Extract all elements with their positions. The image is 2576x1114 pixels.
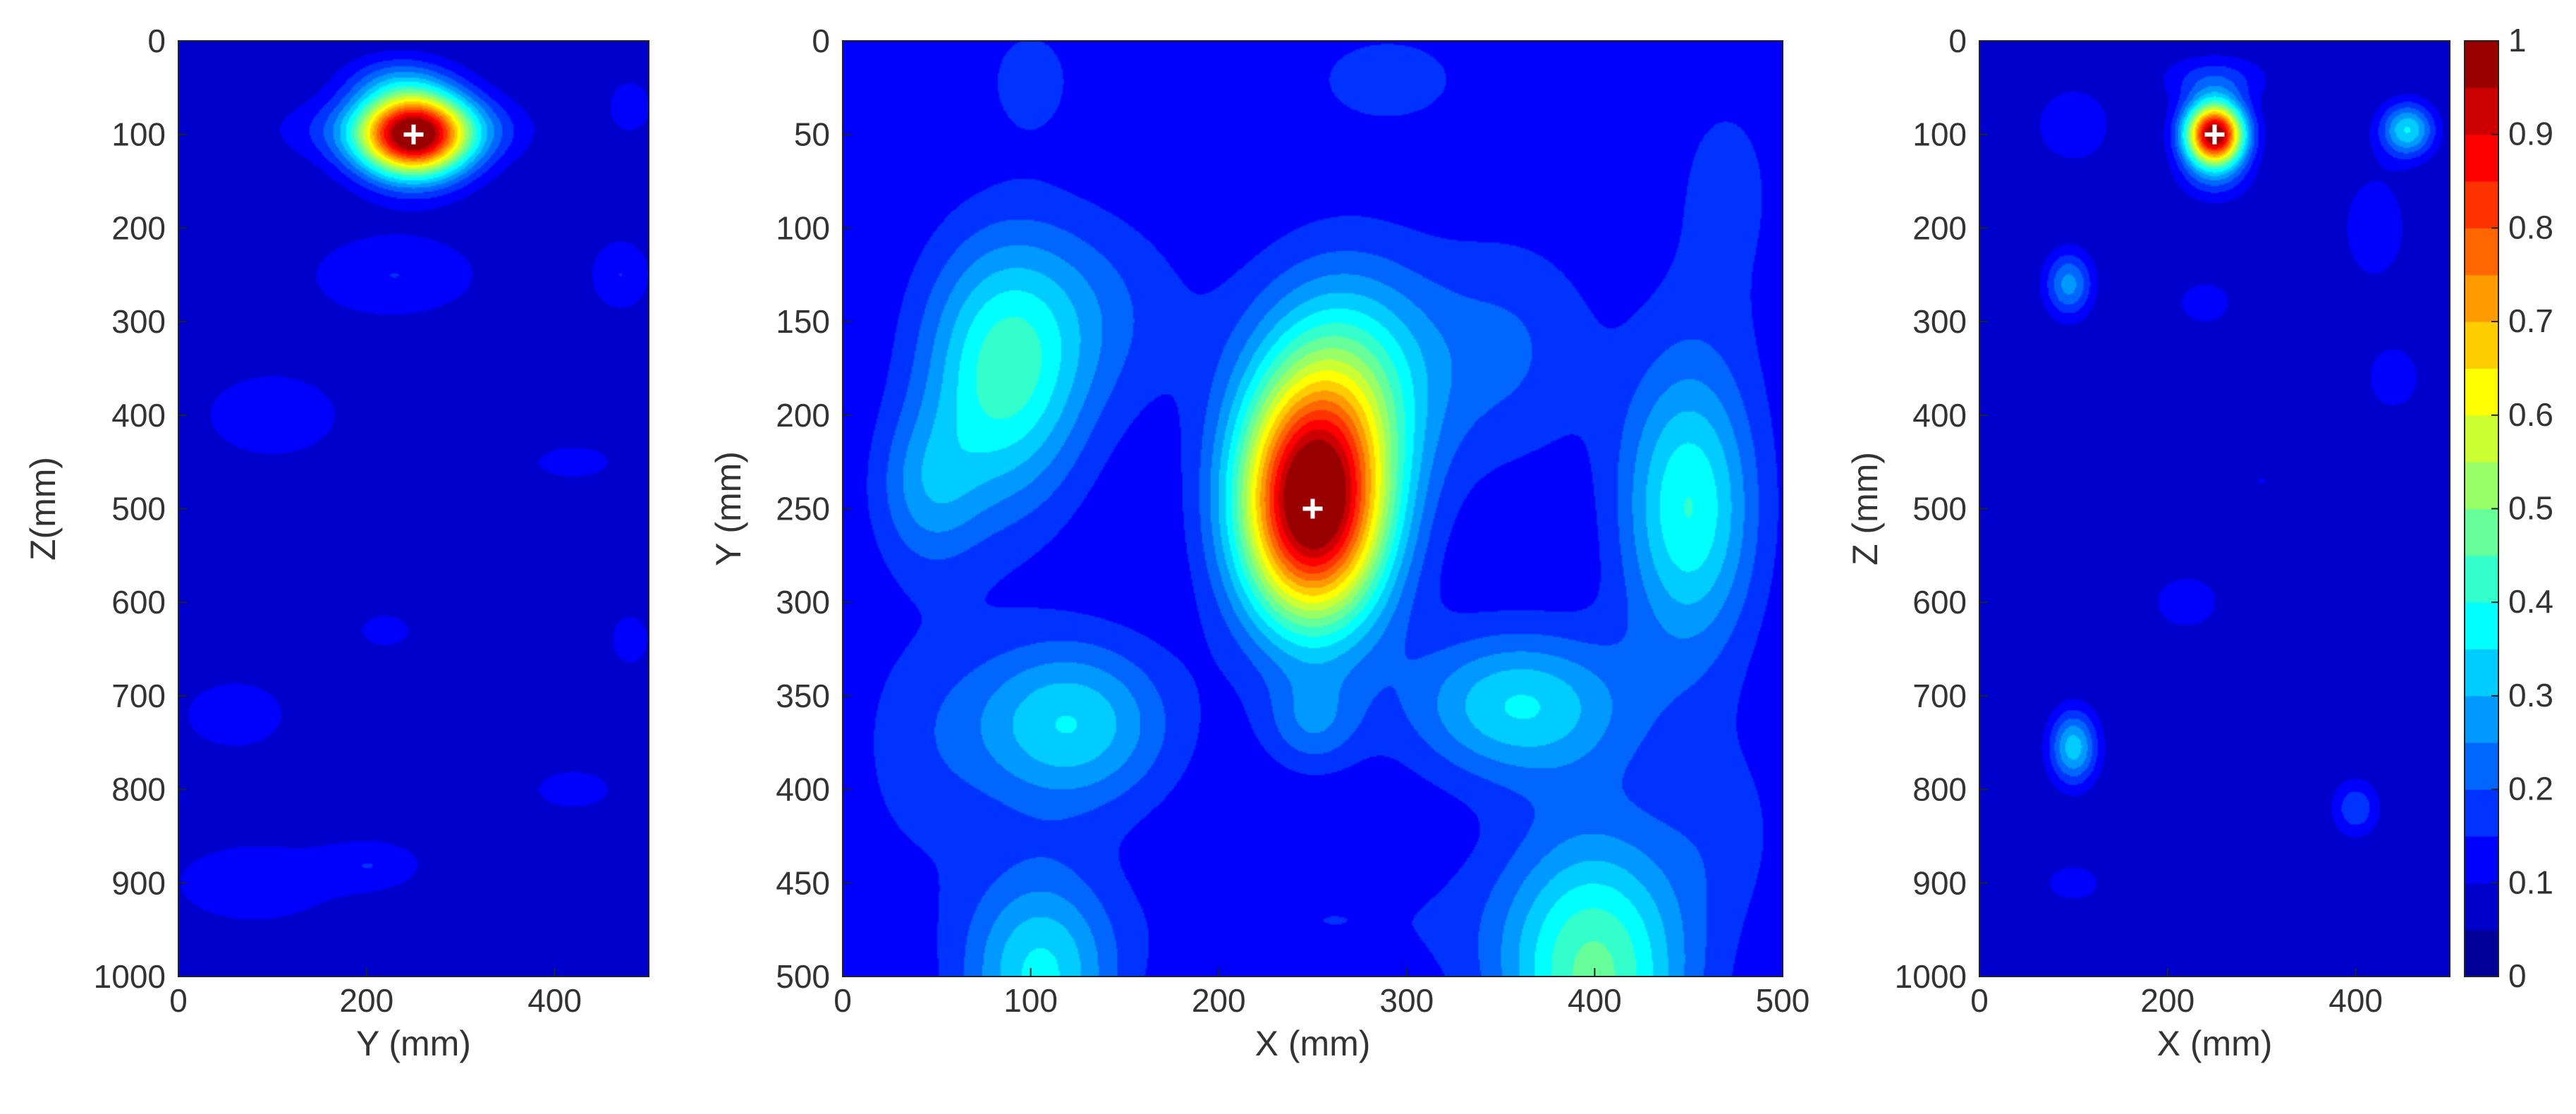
y-tick-label: 50 <box>794 116 830 153</box>
colorbar-segment <box>2465 274 2498 322</box>
y-tick-label: 200 <box>111 209 166 246</box>
colorbar-tick-label: 0.9 <box>2508 116 2553 152</box>
colorbar-tick-label: 0.3 <box>2508 677 2553 714</box>
y-tick-label: 1000 <box>1895 958 1967 995</box>
colorbar-tick-label: 0.1 <box>2508 864 2553 900</box>
colorbar-segment <box>2465 508 2498 556</box>
y-tick-label: 200 <box>776 397 830 434</box>
colorbar-tick-label: 0 <box>2508 957 2527 994</box>
colorbar-tick-label: 0.2 <box>2508 771 2553 807</box>
peak-marker <box>403 124 424 145</box>
peak-marker <box>2204 124 2225 145</box>
colorbar-segment <box>2465 368 2498 416</box>
y-tick-label: 200 <box>1912 209 1967 246</box>
y-tick-label: 350 <box>776 678 830 714</box>
colorbar-segment <box>2465 695 2498 743</box>
colorbar-segment <box>2465 836 2498 883</box>
colorbar-segment <box>2465 87 2498 135</box>
colorbar-segment <box>2465 415 2498 463</box>
y-tick-label: 400 <box>776 771 830 808</box>
x-tick-label: 200 <box>339 982 393 1019</box>
y-axis-label: Y (mm) <box>709 451 748 566</box>
colorbar-segment <box>2465 134 2498 182</box>
x-tick-label: 200 <box>1192 982 1246 1019</box>
y-tick-label: 500 <box>111 491 166 527</box>
y-tick-label: 300 <box>776 584 830 620</box>
panel-center-xy-heatmap: 0 100 200 300 400 500050100150200250300350400… <box>709 23 1809 1063</box>
y-tick-label: 100 <box>776 209 830 246</box>
x-tick-label: 300 <box>1379 982 1434 1019</box>
heatmap-field <box>178 41 649 977</box>
y-tick-label: 100 <box>111 116 166 153</box>
colorbar-tick-label: 0.8 <box>2508 209 2553 245</box>
colorbar-segment <box>2465 883 2498 931</box>
colorbar-tick-label: 0.5 <box>2508 490 2553 527</box>
colorbar-segment <box>2465 41 2498 88</box>
colorbar-segment <box>2465 742 2498 790</box>
colorbar: 0 0.1 0.2 0.3 0.4 0.5 0.6 0.7 0.8 0.9 1 <box>2464 22 2553 994</box>
x-tick-label: 200 <box>2140 982 2195 1019</box>
y-tick-label: 150 <box>776 303 830 340</box>
colorbar-tick-label: 0.6 <box>2508 396 2553 433</box>
colorbar-tick-label: 1 <box>2508 22 2527 59</box>
y-tick-label: 400 <box>111 397 166 434</box>
y-tick-label: 500 <box>776 958 830 995</box>
colorbar-segment <box>2465 462 2498 509</box>
y-tick-label: 700 <box>1912 678 1967 714</box>
colorbar-segment <box>2465 228 2498 276</box>
peak-marker <box>1302 498 1323 519</box>
y-axis-label: Z (mm) <box>1845 452 1885 565</box>
y-axis-label: Z(mm) <box>23 457 63 561</box>
y-tick-label: 500 <box>1912 491 1967 527</box>
y-tick-label: 800 <box>1912 771 1967 808</box>
x-tick-label: 500 <box>1756 982 1810 1019</box>
colorbar-segment <box>2465 602 2498 650</box>
y-tick-label: 900 <box>1912 864 1967 901</box>
y-tick-label: 450 <box>776 864 830 901</box>
colorbar-segment <box>2465 789 2498 837</box>
panel-right-xz-heatmap: 0 200 400 0 100 200 300 400 500 600 700 800 900 1000 X… <box>1845 23 2450 1063</box>
panel-left-yz-heatmap: 0 200 400 0 100 200 300 400 500 600 700 800 900 1000 Y… <box>23 23 649 1063</box>
x-tick-label: 400 <box>1568 982 1622 1019</box>
y-tick-label: 300 <box>111 303 166 340</box>
colorbar-segment <box>2465 649 2498 697</box>
y-tick-label: 900 <box>111 864 166 901</box>
colorbar-segment <box>2465 322 2498 369</box>
y-tick-label: 250 <box>776 491 830 527</box>
colorbar-segment <box>2465 181 2498 228</box>
y-tick-label: 300 <box>1912 303 1967 340</box>
x-axis-label: Y (mm) <box>356 1024 471 1063</box>
x-tick-label: 0 <box>834 982 852 1019</box>
x-tick-label: 400 <box>527 982 582 1019</box>
x-tick-label: 0 <box>1970 982 1989 1019</box>
y-tick-label: 100 <box>1912 116 1967 153</box>
x-axis-label: X (mm) <box>1255 1024 1371 1063</box>
y-tick-label: 700 <box>111 678 166 714</box>
y-tick-label: 600 <box>111 584 166 620</box>
colorbar-tick-label: 0.7 <box>2508 302 2553 339</box>
y-tick-label: 600 <box>1912 584 1967 620</box>
y-tick-label: 1000 <box>94 958 166 995</box>
y-tick-label: 800 <box>111 771 166 808</box>
colorbar-segment <box>2465 929 2498 977</box>
y-tick-label: 0 <box>1948 23 1967 59</box>
colorbar-tick-label: 0.4 <box>2508 583 2553 620</box>
x-tick-label: 0 <box>169 982 188 1019</box>
x-tick-label: 400 <box>2328 982 2383 1019</box>
heatmap-field <box>1979 41 2450 977</box>
x-tick-label: 100 <box>1003 982 1058 1019</box>
y-tick-label: 0 <box>147 23 166 59</box>
x-axis-label: X (mm) <box>2157 1024 2273 1063</box>
colorbar-segment <box>2465 555 2498 603</box>
y-tick-label: 400 <box>1912 397 1967 434</box>
y-tick-label: 0 <box>812 23 830 59</box>
